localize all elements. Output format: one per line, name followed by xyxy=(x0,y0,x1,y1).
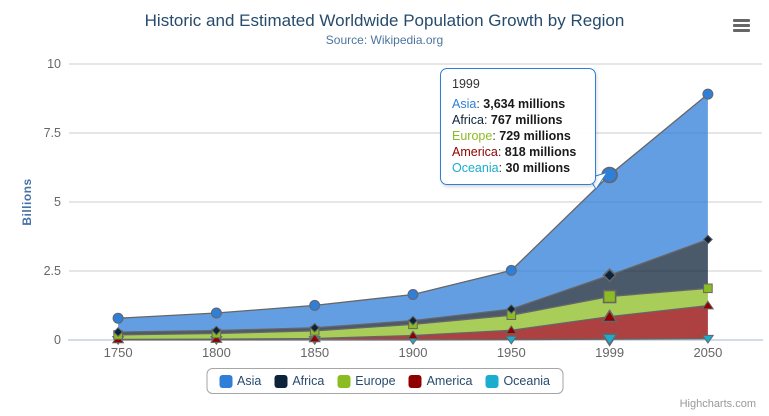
point-africa-1999[interactable] xyxy=(602,268,617,283)
point-oceania-1999[interactable] xyxy=(601,333,619,347)
chart-title: Historic and Estimated Worldwide Populat… xyxy=(144,11,625,30)
legend-symbol xyxy=(408,374,422,388)
legend-symbol xyxy=(485,374,499,388)
tooltip-series-name: Africa xyxy=(452,113,484,127)
x-axis-label: 1850 xyxy=(300,345,329,360)
y-axis-label: 5 xyxy=(54,195,61,209)
tooltip-series-name: America xyxy=(452,145,498,159)
point-asia-2050[interactable] xyxy=(702,88,714,100)
legend-symbol xyxy=(337,374,351,388)
y-axis-label: 7.5 xyxy=(44,126,61,140)
point-america-1950[interactable] xyxy=(505,325,518,335)
tooltip-value: 3,634 millions xyxy=(483,97,566,111)
y-axis-label: 0 xyxy=(54,333,61,347)
point-africa-2050[interactable] xyxy=(702,234,713,245)
tooltip-row: Asia: 3,634 millions xyxy=(452,97,566,111)
legend-item-oceania[interactable]: Oceania xyxy=(485,374,550,388)
point-oceania-2050[interactable] xyxy=(701,334,715,344)
tooltip-series-name: Asia xyxy=(452,97,477,111)
tooltip-value: 30 millions xyxy=(505,161,571,175)
point-asia-1900[interactable] xyxy=(407,289,419,300)
tooltip-row: America: 818 millions xyxy=(452,145,577,159)
y-axis-label: 2.5 xyxy=(44,264,61,278)
point-europe-1999[interactable] xyxy=(602,289,617,304)
point-asia-1800[interactable] xyxy=(210,307,222,319)
point-america-1800[interactable] xyxy=(210,333,223,343)
tooltip-series-name: Oceania xyxy=(452,161,499,175)
tooltip-value: 818 millions xyxy=(504,145,577,159)
point-africa-1950[interactable] xyxy=(506,304,517,315)
point-asia-1750[interactable] xyxy=(112,312,124,324)
tooltip-header: 1999 xyxy=(452,77,480,91)
export-menu-button[interactable] xyxy=(731,17,754,37)
legend-item-africa[interactable]: Africa xyxy=(274,374,324,388)
credits-link[interactable]: Highcharts.com xyxy=(679,398,756,410)
point-oceania-1950[interactable] xyxy=(505,335,518,345)
x-axis-label: 1800 xyxy=(202,345,231,360)
chart-subtitle: Source: Wikipedia.org xyxy=(325,33,444,47)
x-axis-label: 1900 xyxy=(399,345,428,360)
point-europe-2050[interactable] xyxy=(703,283,713,294)
x-axis-label: 1750 xyxy=(104,345,133,360)
legend-item-europe[interactable]: Europe xyxy=(337,374,396,388)
tooltip-row: Oceania: 30 millions xyxy=(452,161,571,175)
area-america[interactable] xyxy=(118,305,708,340)
hamburger-icon xyxy=(733,19,752,32)
x-axis-label: 1999 xyxy=(595,345,624,360)
point-america-1999[interactable] xyxy=(601,309,619,323)
tooltip-series-name: Europe xyxy=(452,129,493,143)
x-axis-label: 2050 xyxy=(693,345,722,360)
legend-symbol xyxy=(219,374,232,388)
tooltip-value: 767 millions xyxy=(490,113,563,127)
point-asia-1950[interactable] xyxy=(505,264,517,276)
point-africa-1900[interactable] xyxy=(407,315,419,326)
point-asia-1850[interactable] xyxy=(309,299,321,311)
point-america-1900[interactable] xyxy=(406,330,420,340)
tooltip-row: Africa: 767 millions xyxy=(452,113,563,127)
tooltip-value: 729 millions xyxy=(499,129,571,143)
tooltip-row: Europe: 729 millions xyxy=(452,129,571,143)
tooltip: 1999 Asia: 3,634 millions Africa: 767 mi… xyxy=(440,68,596,185)
legend: Asia Africa Europe America Oceania xyxy=(206,368,563,394)
area-asia[interactable] xyxy=(118,94,708,332)
legend-item-america[interactable]: America xyxy=(408,374,472,388)
y-axis-label: 10 xyxy=(47,57,61,71)
point-africa-1750[interactable] xyxy=(113,326,124,338)
legend-item-asia[interactable]: Asia xyxy=(219,374,261,388)
x-axis-label: 1950 xyxy=(497,345,526,360)
legend-symbol xyxy=(274,374,288,388)
point-america-2050[interactable] xyxy=(701,300,715,310)
point-america-1850[interactable] xyxy=(308,333,321,343)
area-africa[interactable] xyxy=(118,239,708,335)
point-africa-1800[interactable] xyxy=(211,325,222,336)
point-africa-1850[interactable] xyxy=(309,322,320,333)
